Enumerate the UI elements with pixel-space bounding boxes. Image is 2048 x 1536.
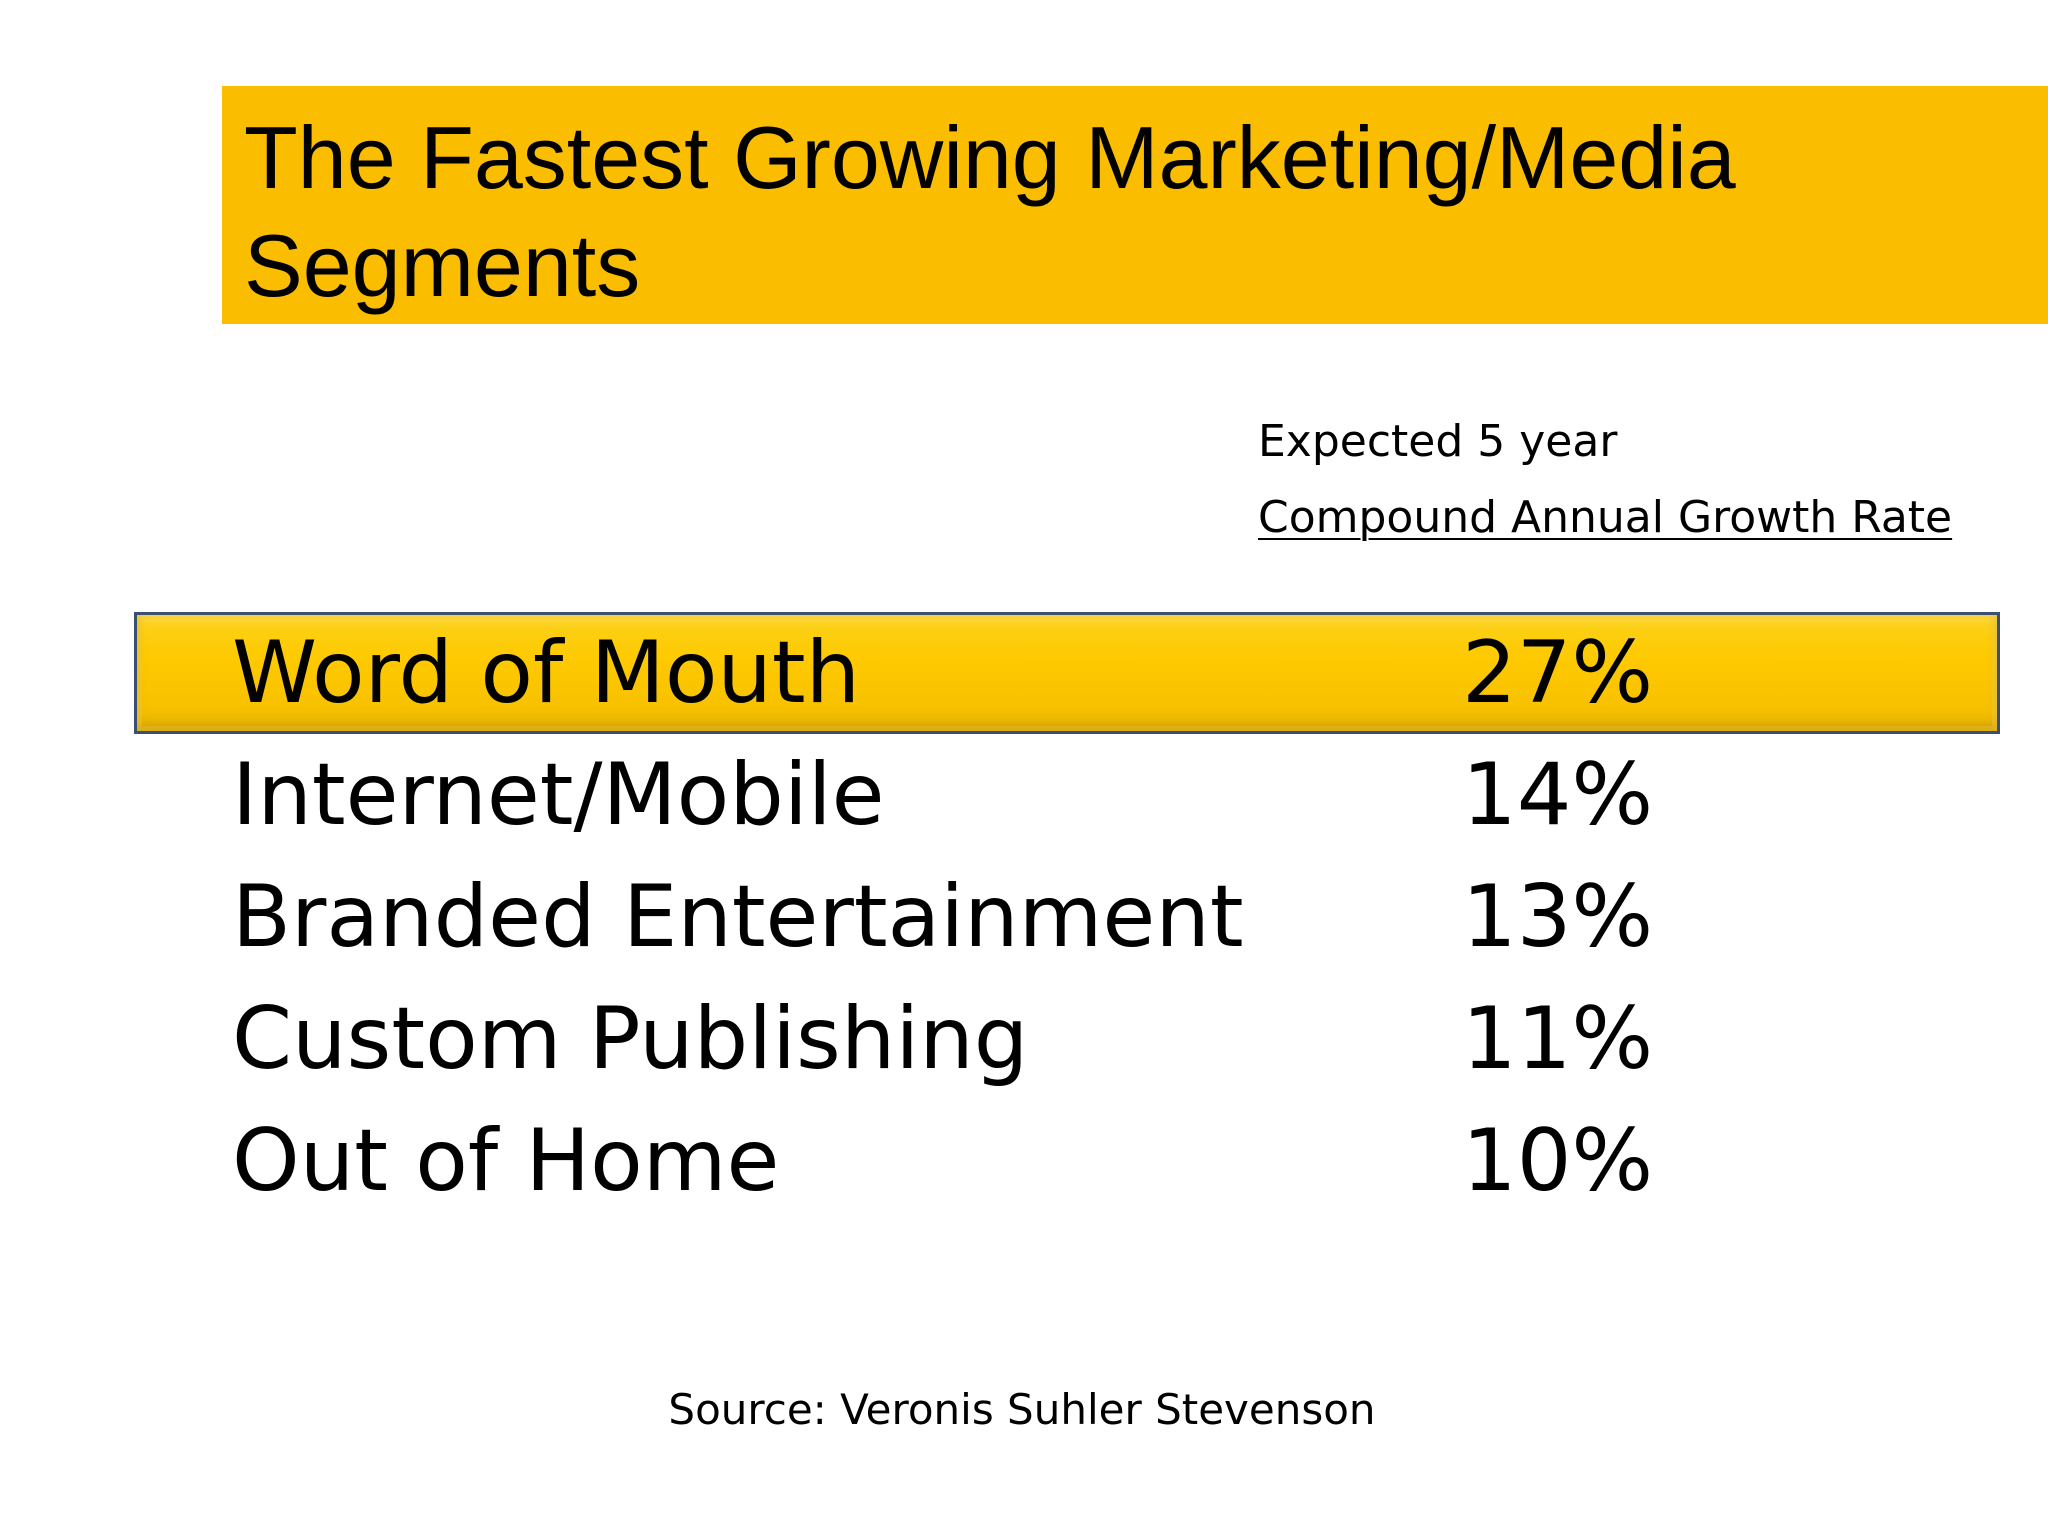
table-row-internet-mobile: Internet/Mobile 14% [0,734,2048,856]
segment-label: Custom Publishing [232,989,1029,1089]
segment-label: Word of Mouth [232,623,861,723]
segment-label: Branded Entertainment [232,867,1244,967]
growth-rate-value: 14% [1462,745,1654,845]
source-note: Source: Veronis Suhler Stevenson [668,1385,1376,1434]
column-header-line-1: Expected 5 year [1258,416,1618,467]
growth-rate-value: 27% [1462,623,1654,723]
growth-rate-value: 11% [1462,989,1654,1089]
slide-title-line-2: Segments [244,216,641,315]
column-header-line-2: Compound Annual Growth Rate [1258,492,1953,543]
segment-label: Out of Home [232,1111,780,1211]
column-header: Expected 5 year Compound Annual Growth R… [1258,404,1952,556]
table-row-custom-publishing: Custom Publishing 11% [0,978,2048,1100]
growth-table: Word of Mouth 27% Internet/Mobile 14% Br… [0,612,2048,1222]
table-row-word-of-mouth: Word of Mouth 27% [0,612,2048,734]
table-row-out-of-home: Out of Home 10% [0,1100,2048,1222]
slide-title: The Fastest Growing Marketing/Media Segm… [244,104,2048,320]
highlight-bar [134,612,2000,734]
growth-rate-value: 10% [1462,1111,1654,1211]
slide-title-line-1: The Fastest Growing Marketing/Media [244,108,1736,207]
title-bar: The Fastest Growing Marketing/Media Segm… [222,86,2048,324]
growth-rate-value: 13% [1462,867,1654,967]
segment-label: Internet/Mobile [232,745,885,845]
table-row-branded-entertainment: Branded Entertainment 13% [0,856,2048,978]
